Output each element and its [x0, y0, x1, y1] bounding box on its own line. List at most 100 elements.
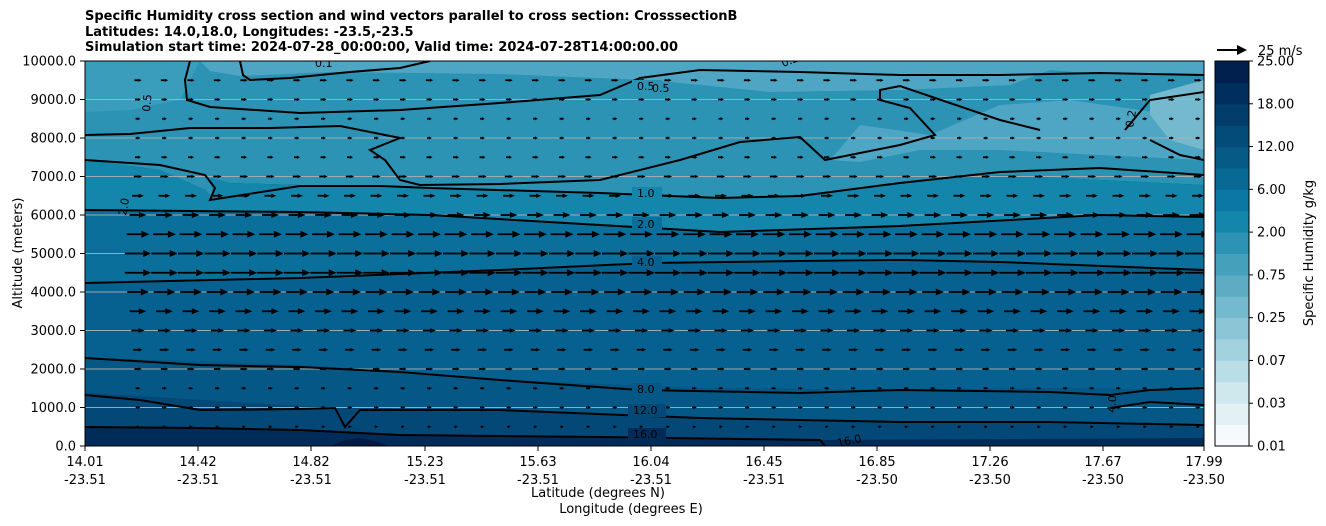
wind-vector — [771, 155, 777, 159]
wind-vector — [1009, 155, 1016, 159]
wind-vector — [1058, 328, 1073, 333]
wind-vector — [345, 348, 355, 352]
contour-labels: 0.5 0.5 1.0 2.0 4.0 8.0 12.0 16.0 16.0 0… — [116, 61, 1139, 446]
contour-label-8.0: 8.0 — [637, 383, 655, 396]
wind-vector — [500, 308, 518, 315]
wind-vector — [613, 425, 617, 429]
wind-vector — [1168, 97, 1175, 102]
wind-vector — [767, 328, 781, 333]
colorbar-segment — [1215, 274, 1249, 297]
wind-vector — [818, 308, 836, 315]
wind-vector — [610, 348, 620, 352]
wind-vector — [529, 193, 542, 198]
wind-vector — [662, 193, 674, 198]
wind-vector — [871, 211, 889, 219]
wind-vector — [453, 405, 459, 410]
wind-vector — [214, 97, 221, 102]
wind-vector — [601, 250, 629, 257]
wind-vector — [211, 193, 224, 198]
wind-vector — [136, 425, 140, 429]
x-axis: 14.01 -23.51 14.42 -23.51 14.82 -23.51 15.23 -2… — [64, 446, 1225, 488]
contour-label-0.2-right: 0.2 — [1123, 109, 1139, 128]
wind-vector — [241, 386, 247, 390]
wind-vector — [559, 405, 565, 410]
wind-vector — [558, 78, 566, 82]
wind-vector — [295, 425, 299, 429]
wind-vector — [478, 174, 487, 179]
wind-vector — [946, 269, 973, 277]
wind-vector — [551, 288, 573, 296]
wind-vector — [531, 174, 540, 179]
wind-vector — [157, 328, 172, 333]
wind-vector — [427, 405, 432, 410]
wind-vector — [928, 174, 938, 179]
wind-vector — [187, 78, 195, 82]
colorbar-label: Specific Humidity g/kg — [1302, 180, 1317, 326]
wind-vector — [1133, 230, 1157, 238]
colorbar-tick-label: 0.25 — [1257, 311, 1286, 326]
wind-vector — [553, 308, 571, 315]
x-tick-label-longitude: -23.50 — [969, 473, 1011, 488]
wind-vector — [232, 230, 256, 238]
wind-vector — [469, 250, 496, 257]
x-axis-label-longitude: Longitude (degrees E) — [559, 502, 703, 517]
wind-vector — [558, 367, 566, 371]
wind-vector — [898, 211, 915, 219]
wind-vector — [982, 78, 990, 82]
wind-vector — [575, 250, 602, 257]
wind-vector — [371, 348, 382, 352]
wind-vector — [373, 155, 380, 159]
wind-vector — [480, 405, 485, 410]
wind-vector — [875, 348, 885, 352]
wind-vector — [400, 386, 406, 390]
wind-vector — [1036, 117, 1042, 121]
wind-vector — [919, 269, 947, 277]
wind-vector — [1142, 386, 1148, 390]
wind-vector — [204, 250, 231, 257]
wind-vector — [320, 97, 327, 102]
wind-vector — [957, 136, 962, 140]
wind-vector — [1136, 308, 1154, 315]
wind-vector — [1187, 288, 1204, 296]
wind-vector — [946, 250, 973, 257]
wind-vector — [239, 174, 249, 179]
wind-vector — [955, 367, 964, 371]
wind-vector — [718, 97, 724, 102]
wind-vector — [188, 155, 194, 159]
wind-vector — [445, 288, 467, 296]
wind-vector — [293, 367, 301, 371]
wind-vector — [577, 230, 600, 238]
chart-title: Specific Humidity cross section and wind… — [85, 9, 737, 56]
wind-vector — [745, 405, 750, 410]
wind-vector — [210, 328, 225, 333]
wind-vector — [399, 367, 407, 371]
wind-vector — [1063, 136, 1068, 140]
wind-vector — [153, 288, 176, 296]
wind-vector — [530, 348, 541, 352]
colorbar-segment — [1215, 146, 1249, 169]
wind-vector — [793, 328, 808, 333]
wind-vector — [346, 78, 354, 82]
wind-vector — [1081, 288, 1103, 296]
wind-vector — [1112, 193, 1125, 198]
wind-vector — [948, 288, 971, 296]
wind-vector — [734, 250, 761, 257]
wind-vector — [452, 78, 460, 82]
wind-vector — [1005, 328, 1020, 333]
wind-vector — [1010, 386, 1015, 390]
wind-vector — [718, 136, 724, 140]
wind-vector — [636, 348, 647, 352]
colorbar-tick-label: 6.00 — [1257, 183, 1286, 198]
wind-vector — [902, 367, 911, 371]
wind-vector — [524, 230, 547, 238]
wind-vector — [160, 367, 169, 371]
wind-vector — [1131, 250, 1159, 257]
wind-vector — [374, 425, 379, 429]
wind-vector — [186, 174, 196, 179]
wind-vector — [639, 117, 644, 121]
wind-vector — [504, 348, 514, 352]
wind-vector — [268, 386, 273, 390]
colorbar-tick-label: 0.03 — [1257, 397, 1286, 412]
wind-vector — [559, 386, 565, 390]
wind-vector — [285, 230, 309, 238]
